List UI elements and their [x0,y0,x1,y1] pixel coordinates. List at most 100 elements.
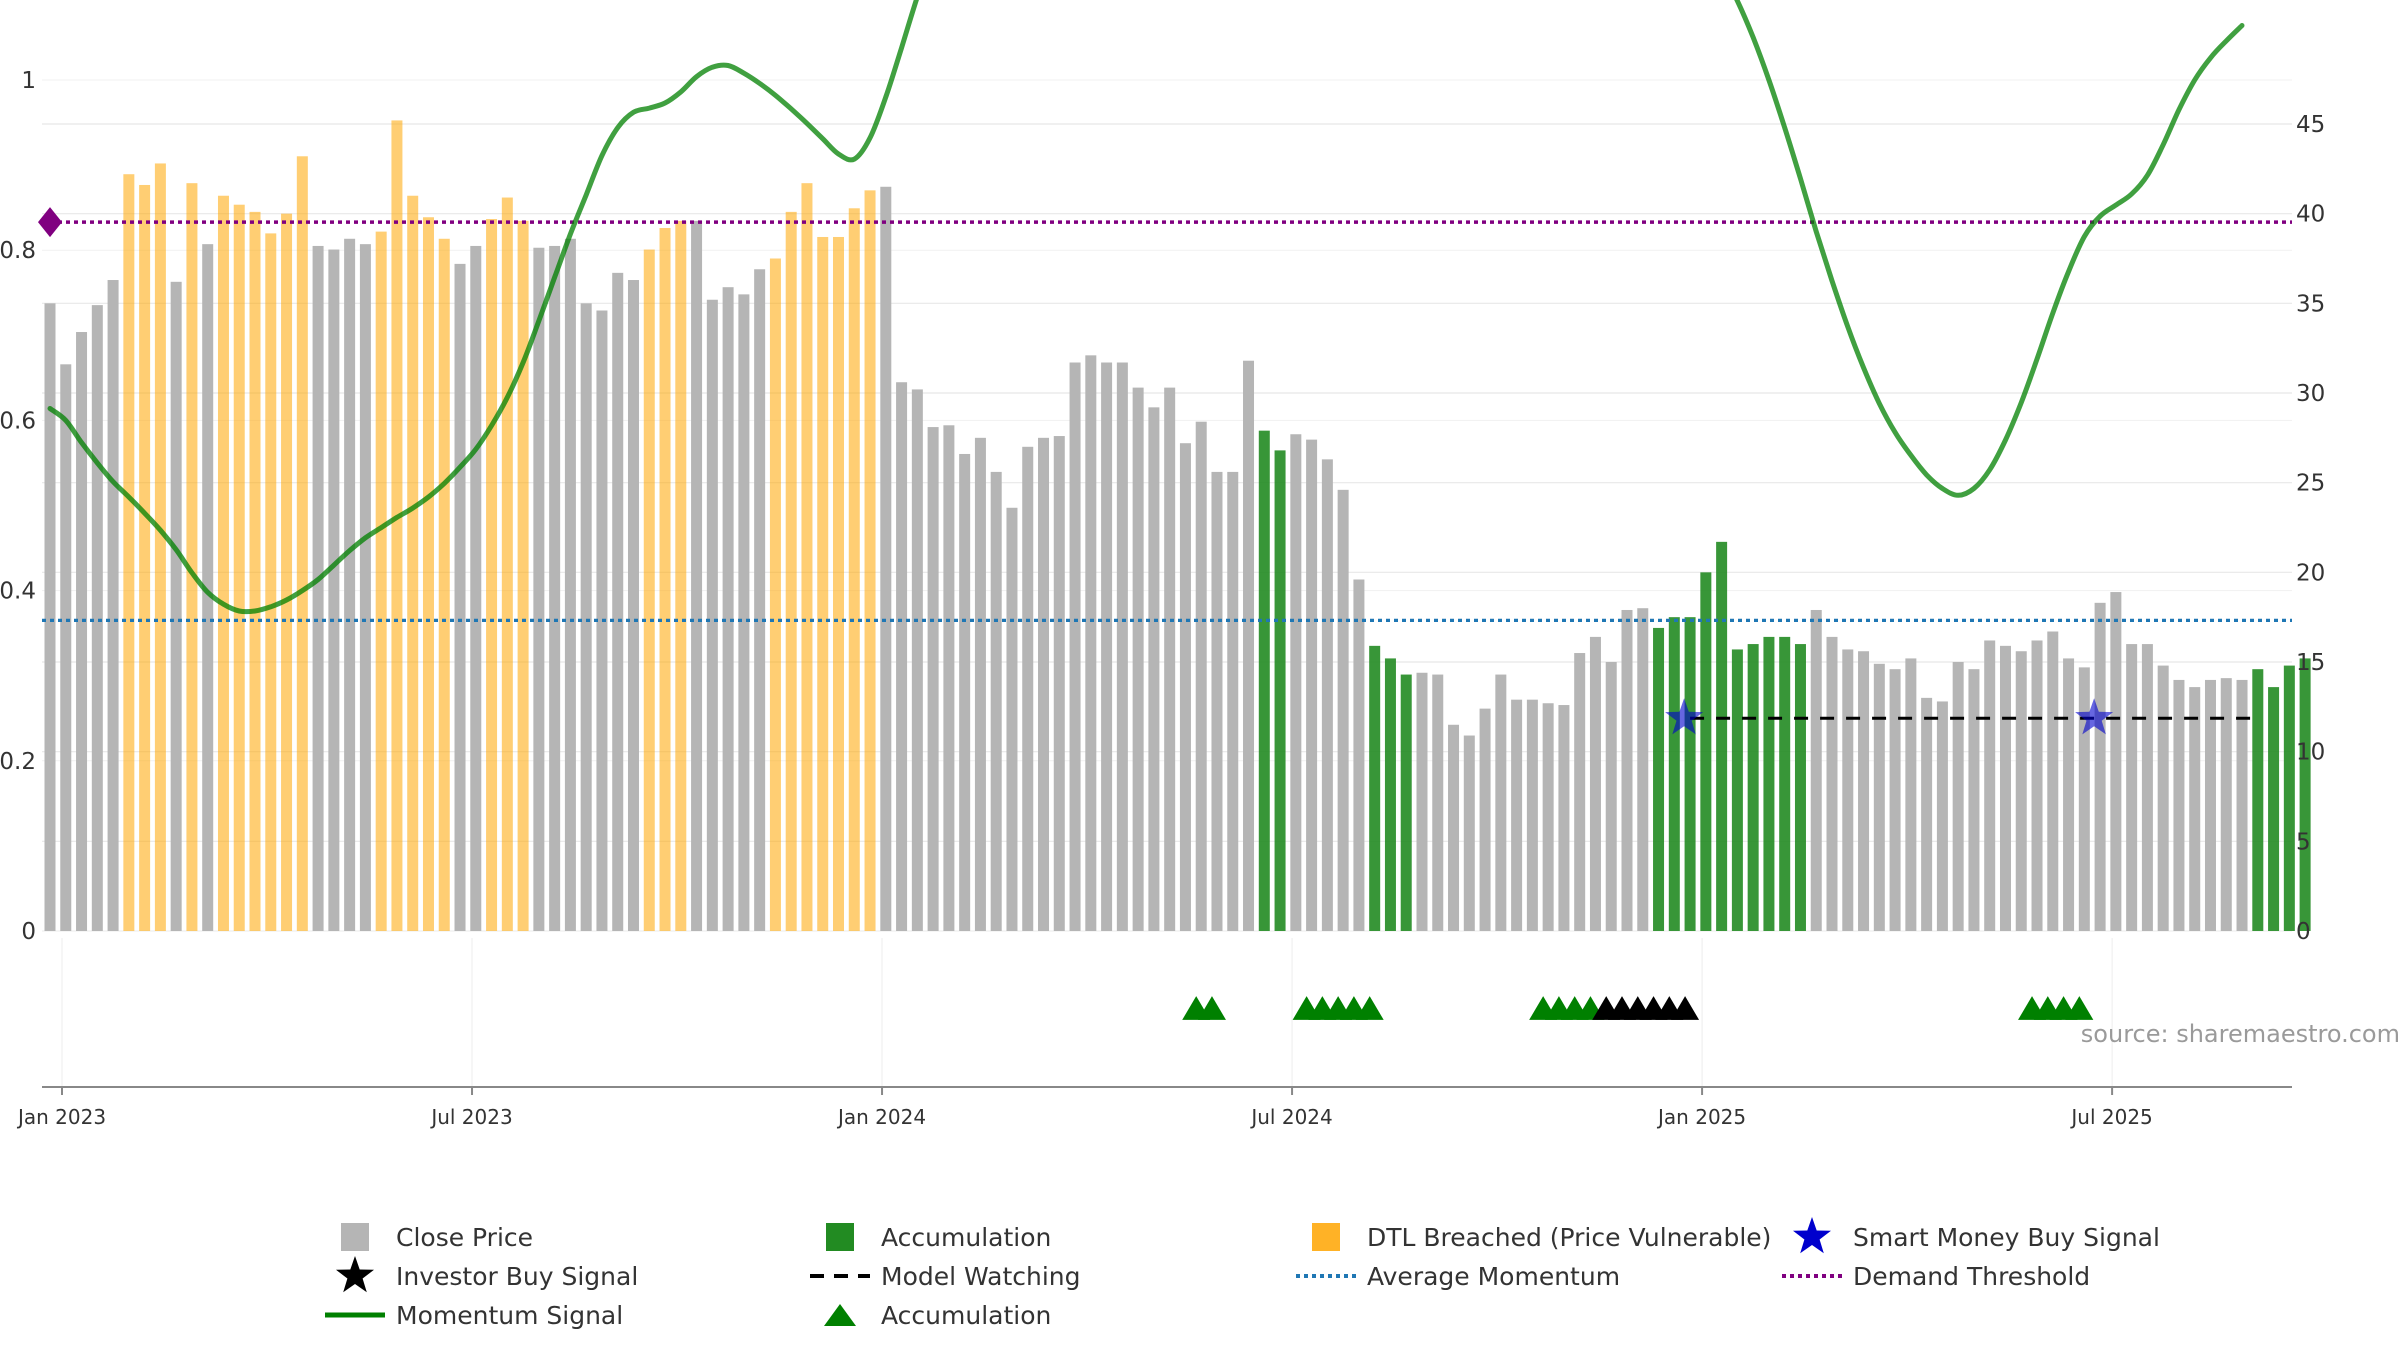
price-bar [643,249,655,932]
price-bar [1621,609,1633,931]
price-bar [1448,724,1460,931]
price-bar [1164,387,1176,931]
price-bar [817,236,829,932]
price-bar [1763,636,1775,931]
left-axis-tick-label: 0.6 [0,408,36,434]
price-bar [1069,362,1081,932]
signal-markers [1182,698,2114,1020]
price-bar [1668,617,1680,931]
price-bar [1936,701,1948,931]
legend-item: Momentum Signal [325,1301,623,1330]
price-bar [1921,697,1933,931]
price-bar [1684,617,1696,931]
price-bar [1905,658,1917,931]
right-axis-tick-label: 20 [2296,560,2325,586]
legend-item: Smart Money Buy Signal [1793,1217,2160,1254]
price-bar [1779,636,1791,931]
price-bar [2031,640,2043,931]
price-bar [959,453,971,931]
gray-square-icon [341,1223,369,1251]
price-bar [1274,450,1286,931]
orange-square-icon [1312,1223,1340,1251]
price-bar [344,238,356,932]
price-bar [2063,658,2075,931]
price-bar [1353,579,1365,931]
right-axis-tick-label: 30 [2296,381,2325,407]
green-square-icon [826,1223,854,1251]
right-axis-tick-label: 45 [2296,112,2325,138]
price-bar [470,245,482,932]
price-bar [1968,669,1980,931]
momentum-signal-line [47,0,2245,615]
price-bar [1842,649,1854,931]
x-axis-tick-label: Jul 2024 [1249,1105,1332,1129]
price-bar [1290,434,1302,931]
price-bar [312,245,324,932]
price-bar [107,280,119,931]
price-bar [769,258,781,931]
price-bar [1810,609,1822,931]
price-bar [1495,674,1507,931]
price-bar [265,233,277,932]
price-bar [76,332,88,931]
price-bar [1038,437,1050,931]
price-bar [1653,627,1665,931]
price-bar [1022,446,1034,931]
price-bar [438,238,450,932]
x-axis-tick-label: Jan 2024 [836,1105,926,1129]
price-bar [1700,572,1712,931]
price-bar [2236,679,2248,931]
price-bar [2047,631,2059,931]
price-bar [738,294,750,931]
price-bar [2220,678,2232,931]
price-bar [864,190,876,931]
price-bar [217,195,229,931]
price-bar [2094,602,2106,931]
price-bar [1258,430,1270,931]
price-bar [1794,644,1806,931]
price-bar [1952,662,1964,931]
price-bar [486,219,498,932]
x-axis-tick-label: Jul 2023 [429,1105,512,1129]
price-bar [60,364,72,932]
price-bar [391,120,403,931]
price-bar [2126,644,2138,931]
price-bar [454,263,466,931]
left-axis-tick-label: 0 [21,919,36,945]
price-bar [1369,645,1381,931]
price-bar [1179,443,1191,931]
price-bar [801,183,813,931]
legend-label: Demand Threshold [1853,1262,2090,1291]
price-bar [911,389,923,931]
legend: Close Price Accumulation DTL Breached (Pri… [325,1217,2160,1330]
price-bar [1416,672,1428,931]
price-bar [612,272,624,931]
price-bar [44,303,56,931]
price-bar [1085,355,1097,932]
price-bar [1637,608,1649,931]
legend-label: Close Price [396,1223,533,1252]
price-bar [328,249,340,932]
price-bar [501,197,513,931]
price-bar [1747,644,1759,931]
right-axis-tick-label: 5 [2296,829,2311,855]
price-bar [549,245,561,932]
legend-label: Model Watching [881,1262,1081,1291]
right-axis-tick-label: 10 [2296,740,2325,766]
price-bar [833,236,844,932]
price-bar [1053,436,1065,931]
price-bar [123,174,135,932]
left-axis-tick-label: 0.4 [0,579,36,605]
right-axis-tick-label: 25 [2296,471,2325,497]
accumulation-triangle [1197,996,1226,1020]
accumulation-triangle [1355,996,1384,1020]
price-bar [627,280,639,931]
price-bar [1306,439,1318,931]
price-bar [1558,705,1570,931]
price-bar [927,427,939,931]
left-axis-tick-label: 1 [21,68,36,94]
price-bar [233,204,245,931]
left-axis-tick-label: 0.8 [0,238,36,264]
price-bar [1984,640,1996,931]
